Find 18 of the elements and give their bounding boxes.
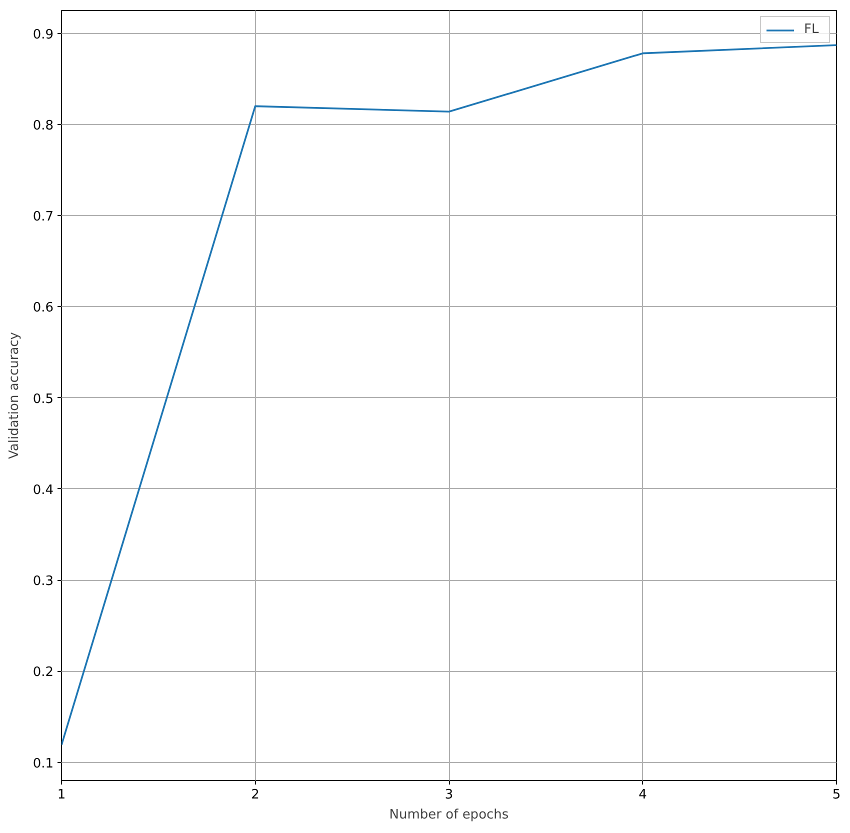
y-tick-label: 0.6 (32, 300, 54, 316)
y-axis-title: Validation accuracy (6, 332, 22, 459)
y-tick-label: 0.4 (32, 482, 54, 498)
x-tick-label: 4 (638, 788, 647, 802)
y-tick-label: 0.9 (32, 27, 54, 42)
y-tick-label: 0.7 (32, 210, 54, 225)
y-tick-label: 0.1 (32, 756, 54, 772)
y-tick-label: 0.8 (32, 118, 54, 134)
line-series (62, 44, 836, 746)
x-tick-label: 1 (57, 788, 66, 802)
y-tick-label: 0.3 (32, 574, 54, 590)
x-tick-label: 2 (251, 788, 260, 802)
y-tick-label: 0.5 (32, 392, 54, 407)
x-tick-label: 3 (444, 788, 454, 802)
y-tick-label: 0.2 (32, 665, 54, 680)
x-axis-title: Number of epochs (389, 808, 509, 822)
x-tick-label: 5 (832, 788, 841, 802)
legend-label: FL (804, 22, 820, 37)
